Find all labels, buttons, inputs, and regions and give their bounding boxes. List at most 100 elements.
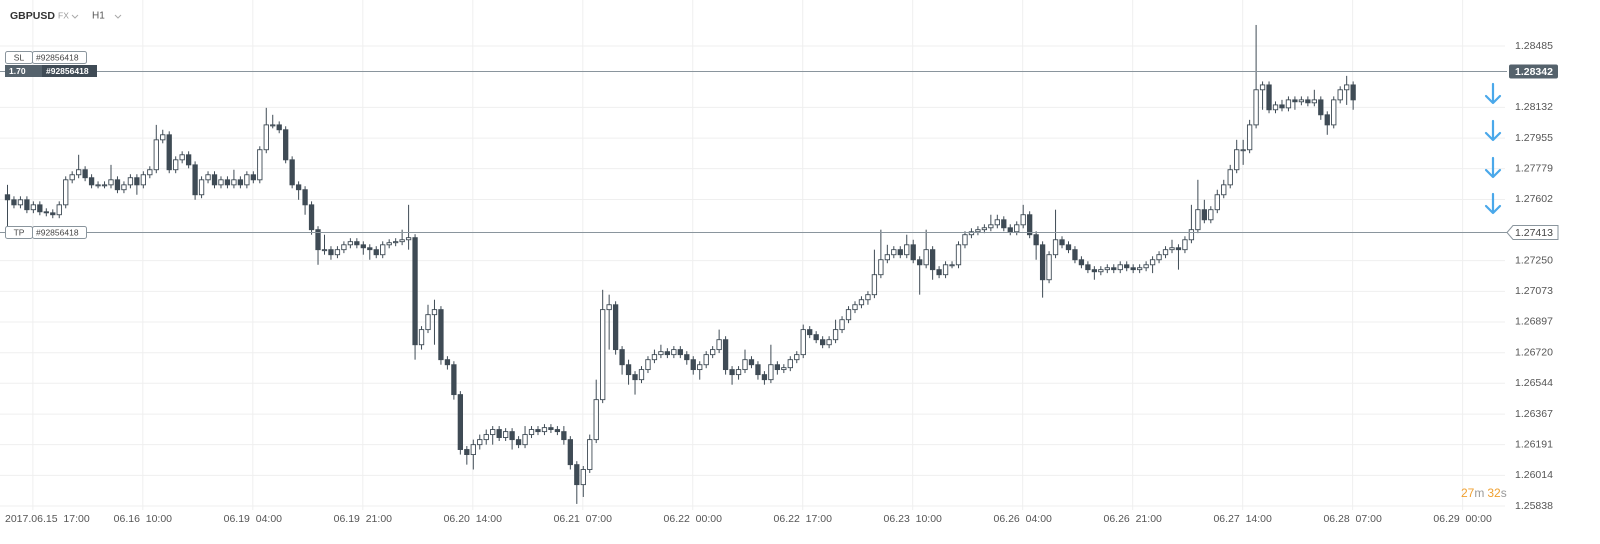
candle-body — [981, 227, 988, 231]
candle-body — [587, 439, 593, 470]
level-tag[interactable]: SL — [14, 52, 25, 62]
candle-body — [729, 369, 735, 376]
candle-body — [671, 349, 677, 356]
levels: SL #92856418 1.28342 TP #92856418 1.27413 — [0, 51, 1559, 240]
level-value-box — [1506, 225, 1559, 240]
level-tag[interactable]: TP — [14, 227, 25, 237]
candle-body — [768, 364, 774, 381]
candle-body — [891, 249, 897, 256]
candle-body — [787, 359, 793, 369]
position-size[interactable]: 1.70 — [9, 66, 26, 76]
candle-body — [1246, 124, 1253, 151]
candle-body — [360, 244, 366, 249]
timeframe[interactable]: H1 — [92, 11, 105, 22]
candle-body — [179, 154, 185, 161]
candle-body — [1227, 169, 1233, 186]
candle-body — [490, 429, 496, 436]
candle-body — [865, 294, 871, 301]
candle-body — [1324, 114, 1330, 126]
candle-body — [1072, 249, 1078, 261]
candle-body — [574, 464, 580, 486]
candle-body — [1033, 234, 1039, 246]
candle-body — [988, 224, 994, 229]
candle-body — [794, 354, 800, 361]
candle-body — [140, 174, 146, 186]
arrow-icon — [1484, 82, 1502, 105]
candle-body — [244, 174, 250, 186]
market[interactable]: FX — [58, 10, 69, 20]
candle-body — [716, 339, 722, 351]
level-id-box[interactable] — [32, 51, 87, 64]
candle-body — [302, 189, 308, 206]
candle-body — [942, 264, 949, 276]
level-id-box[interactable] — [32, 226, 87, 239]
candle-body — [399, 239, 405, 243]
candle-body — [1240, 149, 1246, 152]
candle-body — [929, 249, 936, 271]
x-tick-label: 06.20 14:00 — [444, 513, 503, 525]
candle-body — [697, 364, 703, 371]
position-id[interactable]: #92856418 — [46, 66, 89, 76]
candle-body — [1195, 209, 1201, 231]
candle-body — [380, 244, 386, 256]
candle-body — [88, 177, 95, 186]
y-tick-label: 1.26544 — [1515, 377, 1553, 389]
candle-body — [1085, 264, 1091, 271]
signal-arrows — [1484, 82, 1502, 215]
level-id[interactable]: #92856418 — [36, 52, 79, 62]
candle-body — [1175, 247, 1182, 251]
candle-body — [1208, 209, 1214, 221]
candle-body — [1020, 214, 1026, 226]
candle-body — [257, 149, 263, 181]
candle-body — [548, 427, 554, 430]
x-tick-label: 06.27 14:00 — [1213, 513, 1272, 525]
candle-body — [308, 204, 315, 231]
candle-body — [153, 139, 159, 171]
candle-body — [114, 179, 121, 191]
arrow-icon — [1484, 156, 1502, 179]
y-tick-label: 1.25838 — [1515, 500, 1553, 512]
candle-body — [263, 124, 269, 151]
candles — [4, 24, 1356, 504]
candle-body — [173, 159, 179, 171]
candle-body — [431, 309, 438, 316]
candle-body — [1318, 99, 1324, 116]
y-tick-label: 1.27073 — [1515, 285, 1553, 297]
candle-body — [11, 199, 17, 206]
candle-body — [1272, 104, 1279, 111]
dropdown-caret[interactable] — [71, 14, 79, 19]
grid — [0, 0, 1505, 510]
candle-body — [813, 334, 819, 341]
candle-body — [1234, 149, 1240, 171]
candle-body — [270, 124, 276, 127]
candle-body — [198, 179, 205, 196]
candle-body — [910, 244, 916, 261]
candle-body — [192, 164, 198, 196]
level-value: 1.28342 — [1515, 66, 1553, 78]
candle-body — [218, 179, 224, 186]
candle-body — [1298, 99, 1305, 103]
position-size-box[interactable] — [5, 65, 42, 77]
position-id-box[interactable] — [42, 65, 97, 77]
candle-body — [295, 184, 302, 191]
candle-body — [50, 212, 56, 216]
candle-body — [354, 241, 360, 246]
candle-body — [878, 259, 884, 276]
candle-body — [664, 351, 671, 356]
symbol[interactable]: GBPUSD — [10, 10, 55, 22]
candle-body — [276, 124, 282, 131]
candle-body — [328, 249, 334, 256]
candle-body — [1337, 89, 1343, 101]
candle-body — [612, 304, 619, 351]
dropdown-caret[interactable] — [114, 14, 122, 19]
x-tick-label: 06.19 21:00 — [334, 513, 393, 525]
candle-body — [405, 237, 412, 241]
level-value: 1.27413 — [1515, 227, 1553, 239]
candle-body — [554, 429, 561, 433]
level-value-box — [1509, 64, 1558, 79]
candle-body — [1188, 229, 1195, 241]
candle-body — [37, 204, 43, 213]
candle-body — [710, 349, 716, 356]
candle-body — [923, 249, 929, 266]
level-id[interactable]: #92856418 — [36, 227, 79, 237]
